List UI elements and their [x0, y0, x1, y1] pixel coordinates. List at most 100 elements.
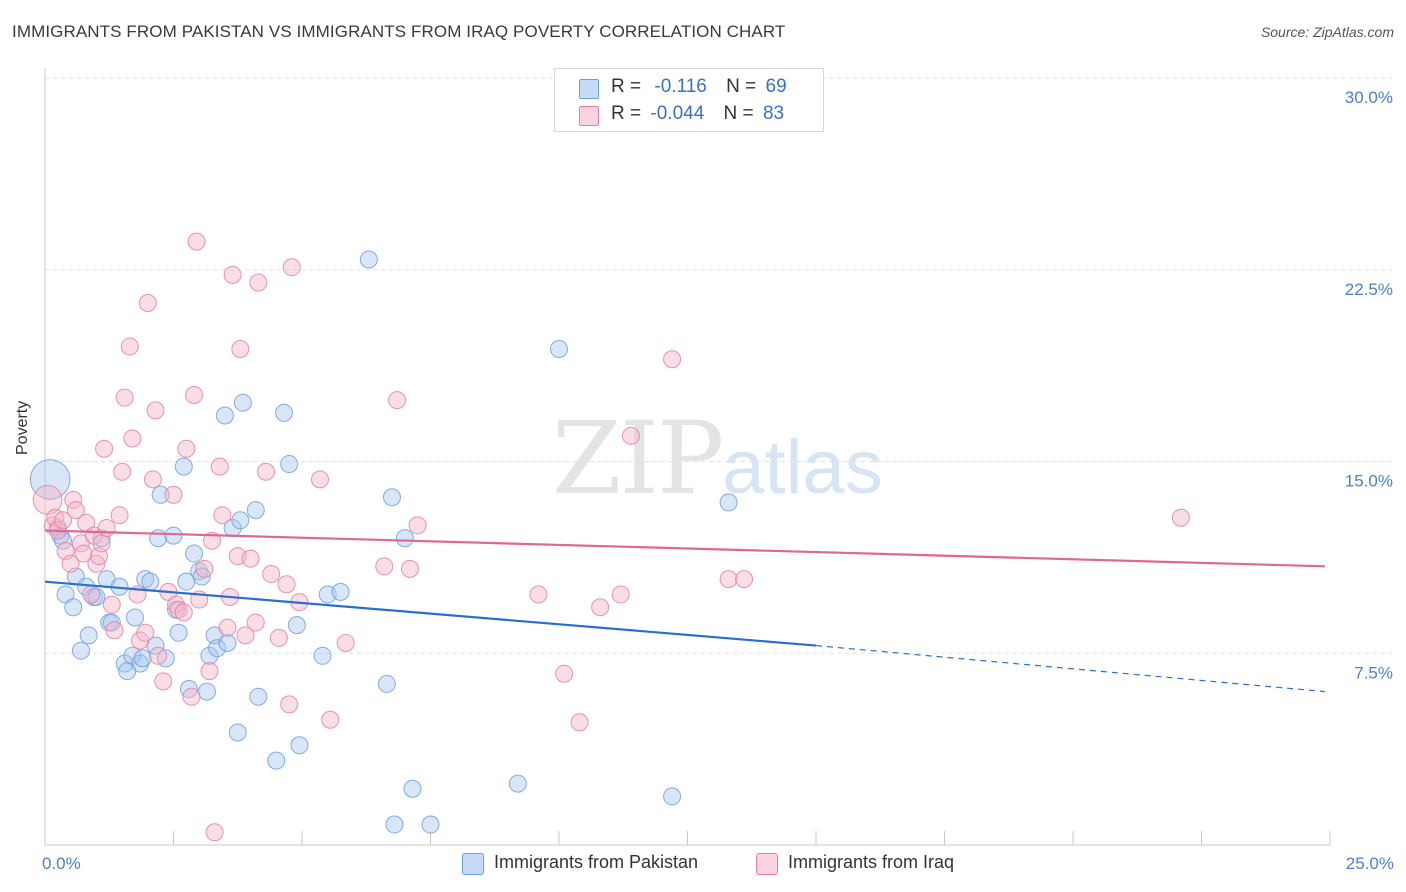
point-pakistan [249, 687, 268, 706]
point-iraq [310, 470, 329, 489]
point-pakistan [403, 779, 422, 798]
point-pakistan [395, 529, 414, 548]
r-value: -0.044 [650, 103, 705, 124]
point-iraq [236, 626, 255, 645]
point-iraq [200, 662, 219, 681]
point-iraq [388, 391, 407, 410]
point-iraq [336, 634, 355, 653]
trend-line-pakistan [44, 580, 817, 647]
point-iraq [167, 595, 186, 614]
tick-labels: 7.5% 15.0% 22.5% 30.0% 0.0% 25.0% [42, 88, 1394, 873]
point-iraq [177, 439, 196, 458]
point-iraq [154, 672, 173, 691]
legend-text-pakistan: R = -0.116 N = 69 [611, 76, 787, 98]
point-pakistan [123, 646, 142, 665]
point-pakistan [64, 598, 83, 617]
point-pakistan [53, 531, 72, 550]
point-pakistan [200, 646, 219, 665]
point-pakistan [125, 608, 144, 627]
n-label: N = [723, 103, 754, 124]
legend-swatch-pakistan [579, 79, 599, 99]
point-pakistan [290, 736, 309, 755]
point-pakistan [164, 526, 183, 545]
point-pakistan [275, 403, 294, 422]
r-label: R = [611, 76, 642, 97]
point-iraq [95, 439, 114, 458]
point-iraq [66, 501, 85, 520]
axes [44, 68, 1331, 846]
point-iraq [187, 232, 206, 251]
point-iraq [149, 646, 168, 665]
bottom-legend-swatch-iraq [756, 853, 778, 875]
point-pakistan [79, 626, 98, 645]
watermark-zip: ZIP [552, 400, 724, 517]
point-pakistan [29, 459, 71, 500]
watermark-atlas: atlas [722, 425, 883, 510]
n-label: N = [726, 76, 757, 97]
point-pakistan [151, 485, 170, 504]
point-iraq [102, 595, 121, 614]
point-pakistan [385, 815, 404, 834]
point-pakistan [218, 634, 237, 653]
point-pakistan [287, 616, 306, 635]
point-iraq [611, 585, 630, 604]
point-iraq [246, 613, 265, 632]
y-tick-label: 22.5% [1345, 280, 1393, 299]
point-pakistan [508, 774, 527, 793]
point-iraq [53, 511, 72, 530]
point-iraq [249, 273, 268, 292]
point-iraq [400, 559, 419, 578]
grid-lines [45, 77, 1392, 654]
x-tick-label: 25.0% [1346, 854, 1394, 873]
point-iraq [241, 549, 260, 568]
point-iraq [262, 564, 281, 583]
point-iraq [110, 506, 129, 525]
r-label: R = [611, 103, 642, 124]
source-credit: Source: ZipAtlas.com [1260, 24, 1394, 40]
point-iraq [146, 401, 165, 420]
point-pakistan [149, 529, 168, 548]
point-pakistan [141, 572, 160, 591]
point-iraq [257, 462, 276, 481]
point-pakistan [185, 544, 204, 563]
point-iraq [105, 621, 124, 640]
point-iraq [61, 554, 80, 573]
point-pakistan [133, 649, 152, 668]
point-iraq [138, 293, 157, 312]
point-iraq [64, 490, 83, 509]
x-tick-label: 0.0% [42, 854, 81, 873]
point-iraq [570, 713, 589, 732]
point-iraq [621, 426, 640, 445]
watermark: ZIPatlas [552, 400, 883, 517]
n-value: 83 [762, 103, 785, 124]
point-pakistan [663, 787, 682, 806]
point-iraq [182, 687, 201, 706]
point-pakistan [197, 682, 216, 701]
point-pakistan [136, 570, 155, 589]
y-tick-label: 30.0% [1345, 88, 1393, 107]
n-value: 69 [765, 76, 787, 97]
point-iraq [123, 429, 142, 448]
point-iraq [375, 557, 394, 576]
point-pakistan [231, 511, 250, 530]
point-pakistan [208, 639, 227, 658]
point-iraq [169, 600, 188, 619]
point-pakistan [215, 406, 234, 425]
bottom-legend-label-pakistan: Immigrants from Pakistan [494, 852, 699, 872]
point-iraq [174, 603, 193, 622]
point-iraq [663, 350, 682, 369]
point-iraq [92, 534, 111, 553]
point-pakistan [377, 674, 396, 693]
point-iraq [591, 598, 610, 617]
point-pakistan [71, 641, 90, 660]
point-pakistan [228, 723, 247, 742]
r-value: -0.116 [654, 76, 707, 97]
trend-lines [44, 529, 1325, 693]
point-pakistan [190, 562, 209, 581]
point-iraq [529, 585, 548, 604]
point-iraq [321, 710, 340, 729]
point-iraq [205, 823, 224, 842]
point-pakistan [421, 815, 440, 834]
point-iraq [280, 695, 299, 714]
